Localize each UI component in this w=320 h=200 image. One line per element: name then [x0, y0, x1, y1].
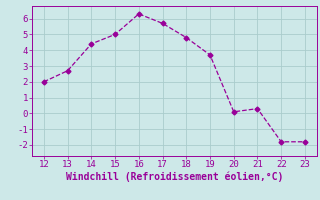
X-axis label: Windchill (Refroidissement éolien,°C): Windchill (Refroidissement éolien,°C): [66, 172, 283, 182]
